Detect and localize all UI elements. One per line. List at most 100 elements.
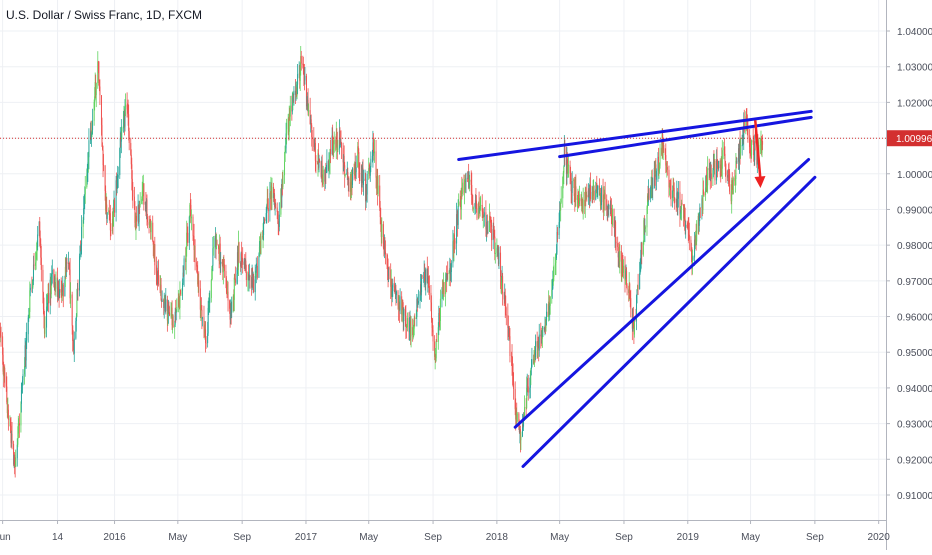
candle-body: [637, 285, 639, 290]
candle-body: [467, 177, 469, 179]
candle-body: [581, 199, 583, 202]
candle-body: [68, 263, 70, 268]
candle-body: [478, 202, 480, 209]
candle-body: [333, 144, 335, 152]
candle-body: [27, 317, 29, 335]
candle-body: [123, 113, 125, 120]
candle-body: [260, 236, 262, 254]
candle-body: [209, 297, 211, 304]
candle-body: [149, 221, 151, 223]
candle-body: [80, 244, 82, 247]
candle-body: [577, 191, 579, 203]
candle-body: [350, 181, 352, 192]
candle-body: [11, 433, 13, 444]
candle-body: [108, 210, 110, 213]
candle-body: [281, 179, 283, 187]
candle-body: [97, 61, 99, 84]
candle-body: [749, 147, 751, 149]
candle-body: [327, 161, 329, 170]
candle-body: [449, 268, 451, 271]
candle-body: [120, 131, 122, 142]
candle-body: [600, 187, 602, 206]
candle-body: [42, 292, 44, 310]
candle-body: [571, 191, 573, 193]
candle-body: [95, 83, 97, 96]
candle-body: [39, 221, 41, 238]
candle-body: [406, 318, 408, 328]
current-price-label: 1.00996: [896, 134, 932, 145]
candle-body: [490, 219, 492, 221]
candle-body: [361, 173, 363, 183]
candle-body: [155, 265, 157, 274]
candle-body: [403, 308, 405, 322]
candle-body: [540, 331, 542, 337]
candle-body: [626, 285, 628, 290]
candle-body: [82, 219, 84, 227]
candle-body: [761, 138, 763, 154]
candle-body: [214, 235, 216, 239]
candle-body: [134, 222, 136, 229]
candle-body: [724, 160, 726, 171]
candle-body: [288, 113, 290, 132]
candle-body: [79, 245, 81, 257]
candle-body: [413, 328, 415, 335]
candle-body: [420, 284, 422, 295]
candle-body: [13, 454, 15, 465]
candle-body: [706, 176, 708, 190]
candle-body: [480, 205, 482, 206]
candle-body: [503, 293, 505, 300]
candle-body: [446, 273, 448, 281]
y-tick-label: 0.93000: [897, 420, 932, 431]
candle-body: [20, 390, 22, 404]
candle-body: [628, 283, 630, 294]
candle-body: [621, 264, 623, 277]
candle-body: [119, 147, 121, 176]
candle-body: [414, 318, 416, 319]
candle-body: [548, 301, 550, 317]
candle-body: [163, 301, 165, 308]
candle-body: [112, 208, 114, 227]
candle-body: [544, 325, 546, 331]
candle-body: [505, 314, 507, 316]
candle-body: [691, 251, 693, 269]
candle-body: [489, 215, 491, 220]
candle-body: [695, 234, 697, 242]
y-tick-label: 1.04000: [897, 27, 932, 38]
candle-body: [194, 246, 196, 263]
candle-body: [156, 278, 158, 284]
candle-body: [361, 167, 363, 174]
candle-body: [717, 166, 719, 169]
candle-body: [240, 262, 242, 267]
candle-body: [762, 141, 764, 145]
candle-body: [399, 307, 401, 311]
candle-body: [497, 247, 499, 249]
candle-body: [607, 208, 609, 210]
candle-body: [673, 186, 675, 188]
candle-body: [423, 276, 425, 278]
candle-body: [553, 265, 555, 277]
candle-body: [538, 334, 540, 351]
candle-body: [142, 186, 144, 192]
candle-body: [439, 298, 441, 321]
candle-body: [501, 276, 503, 286]
candle-body: [703, 193, 705, 196]
candle-body: [589, 184, 591, 199]
candle-body: [18, 423, 20, 424]
candle-body: [349, 182, 351, 192]
candle-body: [516, 414, 518, 422]
candle-body: [53, 269, 55, 285]
trendline: [558, 115, 813, 159]
candle-body: [584, 199, 586, 207]
candle-body: [487, 231, 489, 233]
candle-body: [738, 148, 740, 162]
candle-body: [256, 265, 258, 268]
candle-body: [746, 120, 748, 127]
candle-body: [592, 191, 594, 200]
candle-body: [608, 204, 610, 210]
candle-body: [483, 212, 485, 217]
candle-body: [470, 179, 472, 185]
candle-body: [98, 80, 100, 87]
candle-body: [269, 193, 271, 199]
candle-body: [619, 251, 621, 262]
candle-body: [38, 221, 40, 235]
